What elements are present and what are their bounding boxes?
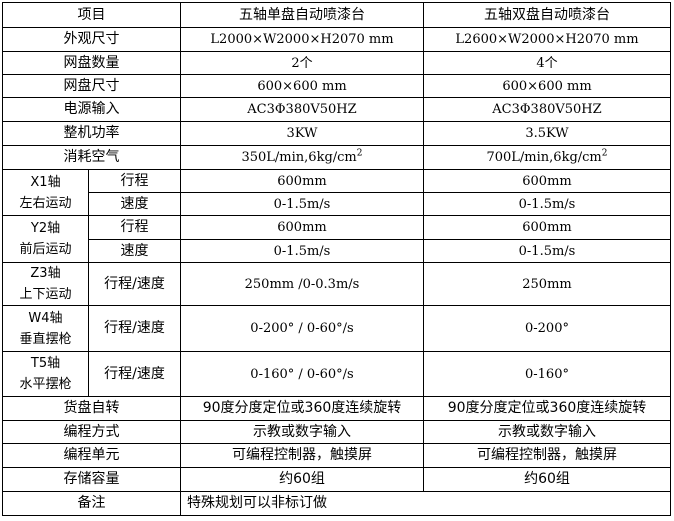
sub-label: 行程/速度 — [88, 305, 181, 352]
value-a: 可编程控制器，触摸屏 — [180, 443, 424, 468]
value-a: AC3Φ380V50HZ — [180, 97, 424, 122]
header-model-a: 五轴单盘自动喷漆台 — [180, 2, 424, 28]
axis-label: W4轴垂直摆枪 — [2, 305, 89, 352]
table-row: 网盘数量 2个 4个 — [2, 51, 671, 75]
table-row: 存储容量 约60组 约60组 — [2, 467, 671, 492]
sub-label: 速度 — [88, 192, 181, 216]
row-label: 存储容量 — [2, 467, 181, 492]
axis-label: Y2轴前后运动 — [2, 215, 89, 263]
superscript: 2 — [356, 148, 363, 159]
value-a: 0-1.5m/s — [180, 192, 424, 216]
value-text: 700L/min,6kg/cm — [486, 150, 602, 165]
axis-motion: 上下运动 — [19, 287, 72, 302]
value-b: L2600×W2000×H2070 mm — [423, 27, 671, 52]
value-a: 3KW — [180, 121, 424, 146]
sub-label: 行程/速度 — [88, 351, 181, 397]
value-a: 600mm — [180, 215, 424, 240]
row-label: 货盘自转 — [2, 396, 181, 421]
value-b: 90度分度定位或360度连续旋转 — [423, 396, 671, 421]
axis-label: Z3轴上下运动 — [2, 262, 89, 306]
value-a: 示教或数字输入 — [180, 420, 424, 444]
table-row: 消耗空气 350L/min,6kg/cm2 700L/min,6kg/cm2 — [2, 145, 671, 170]
axis-name: T5轴 — [30, 356, 61, 371]
header-row: 项目 五轴单盘自动喷漆台 五轴双盘自动喷漆台 — [2, 2, 671, 28]
table-row: 速度 0-1.5m/s 0-1.5m/s — [3, 192, 671, 216]
table-row: W4轴垂直摆枪 行程/速度 0-200° / 0-60°/s 0-200° — [2, 305, 671, 352]
table-row: T5轴水平摆枪 行程/速度 0-160° / 0-60°/s 0-160° — [2, 351, 671, 397]
value-b: 600mm — [423, 169, 671, 193]
value-b: 0-200° — [423, 305, 671, 352]
value-a: 2个 — [180, 51, 424, 75]
value-b: 示教或数字输入 — [423, 420, 671, 444]
table-row: 编程方式 示教或数字输入 示教或数字输入 — [2, 420, 671, 444]
sub-label: 行程/速度 — [88, 262, 181, 306]
value-a: 0-200° / 0-60°/s — [180, 305, 424, 352]
row-label: 网盘尺寸 — [2, 74, 181, 98]
row-label: 编程方式 — [2, 420, 181, 444]
value-a: 0-160° / 0-60°/s — [180, 351, 424, 397]
axis-name: Y2轴 — [30, 221, 61, 236]
row-label: 网盘数量 — [2, 51, 181, 75]
row-label: 外观尺寸 — [2, 27, 181, 52]
remarks-label: 备注 — [2, 491, 181, 516]
table-row: Z3轴上下运动 行程/速度 250mm /0-0.3m/s 250mm — [2, 262, 671, 306]
value-b: 4个 — [423, 51, 671, 75]
value-a: 350L/min,6kg/cm2 — [180, 145, 424, 170]
value-b: 600×600 mm — [423, 74, 671, 98]
table-row: 编程单元 可编程控制器，触摸屏 可编程控制器，触摸屏 — [2, 443, 671, 468]
value-b: 600mm — [423, 215, 671, 240]
axis-name: Z3轴 — [30, 266, 61, 281]
table-row: 整机功率 3KW 3.5KW — [2, 121, 671, 146]
table-row: Y2轴前后运动 行程 600mm 600mm — [2, 215, 671, 263]
row-label: 消耗空气 — [2, 145, 181, 170]
value-b: 250mm — [423, 262, 671, 306]
axis-motion: 前后运动 — [19, 242, 72, 257]
value-b: 0-160° — [423, 351, 671, 397]
axis-motion: 垂直摆枪 — [19, 331, 72, 347]
axis-motion: 水平摆枪 — [19, 377, 72, 392]
value-a: 600×600 mm — [180, 74, 424, 98]
value-b: 0-1.5m/s — [423, 192, 671, 216]
sub-label: 行程 — [88, 169, 181, 193]
value-b: 0-1.5m/s — [423, 239, 671, 263]
remarks-row: 备注 特殊规划可以非标订做 — [2, 491, 671, 516]
table-row: 货盘自转 90度分度定位或360度连续旋转 90度分度定位或360度连续旋转 — [2, 396, 671, 421]
table-row: 电源输入 AC3Φ380V50HZ AC3Φ380V50HZ — [2, 97, 671, 122]
value-a: 约60组 — [180, 467, 424, 492]
remarks-value: 特殊规划可以非标订做 — [180, 491, 671, 516]
axis-name: X1轴 — [30, 174, 61, 190]
value-text: 350L/min,6kg/cm — [241, 150, 357, 165]
table-row: 网盘尺寸 600×600 mm 600×600 mm — [2, 74, 671, 98]
value-b: 约60组 — [423, 467, 671, 492]
axis-motion: 左右运动 — [19, 195, 72, 211]
value-b: 3.5KW — [423, 121, 671, 146]
sub-label: 行程 — [88, 215, 181, 240]
axis-label: X1轴左右运动 — [2, 169, 89, 216]
value-a: 90度分度定位或360度连续旋转 — [180, 396, 424, 421]
header-model-b: 五轴双盘自动喷漆台 — [423, 2, 671, 28]
row-label: 整机功率 — [2, 121, 181, 146]
table-row: 外观尺寸 L2000×W2000×H2070 mm L2600×W2000×H2… — [2, 27, 671, 52]
value-a: 250mm /0-0.3m/s — [180, 262, 424, 306]
value-b: 700L/min,6kg/cm2 — [423, 145, 671, 170]
value-a: 0-1.5m/s — [180, 239, 424, 263]
axis-label: T5轴水平摆枪 — [2, 351, 89, 397]
value-b: 可编程控制器，触摸屏 — [423, 443, 671, 468]
value-b: AC3Φ380V50HZ — [423, 97, 671, 122]
value-a: 600mm — [180, 169, 424, 193]
row-label: 电源输入 — [2, 97, 181, 122]
table-row: 速度 0-1.5m/s 0-1.5m/s — [3, 239, 671, 263]
spec-table: 项目 五轴单盘自动喷漆台 五轴双盘自动喷漆台 外观尺寸 L2000×W2000×… — [2, 2, 671, 516]
sub-label: 速度 — [88, 239, 181, 263]
header-item: 项目 — [2, 2, 181, 28]
row-label: 编程单元 — [2, 443, 181, 468]
axis-name: W4轴 — [28, 310, 63, 326]
superscript: 2 — [601, 148, 608, 159]
value-a: L2000×W2000×H2070 mm — [180, 27, 424, 52]
table-row: X1轴左右运动 行程 600mm 600mm — [2, 169, 671, 216]
